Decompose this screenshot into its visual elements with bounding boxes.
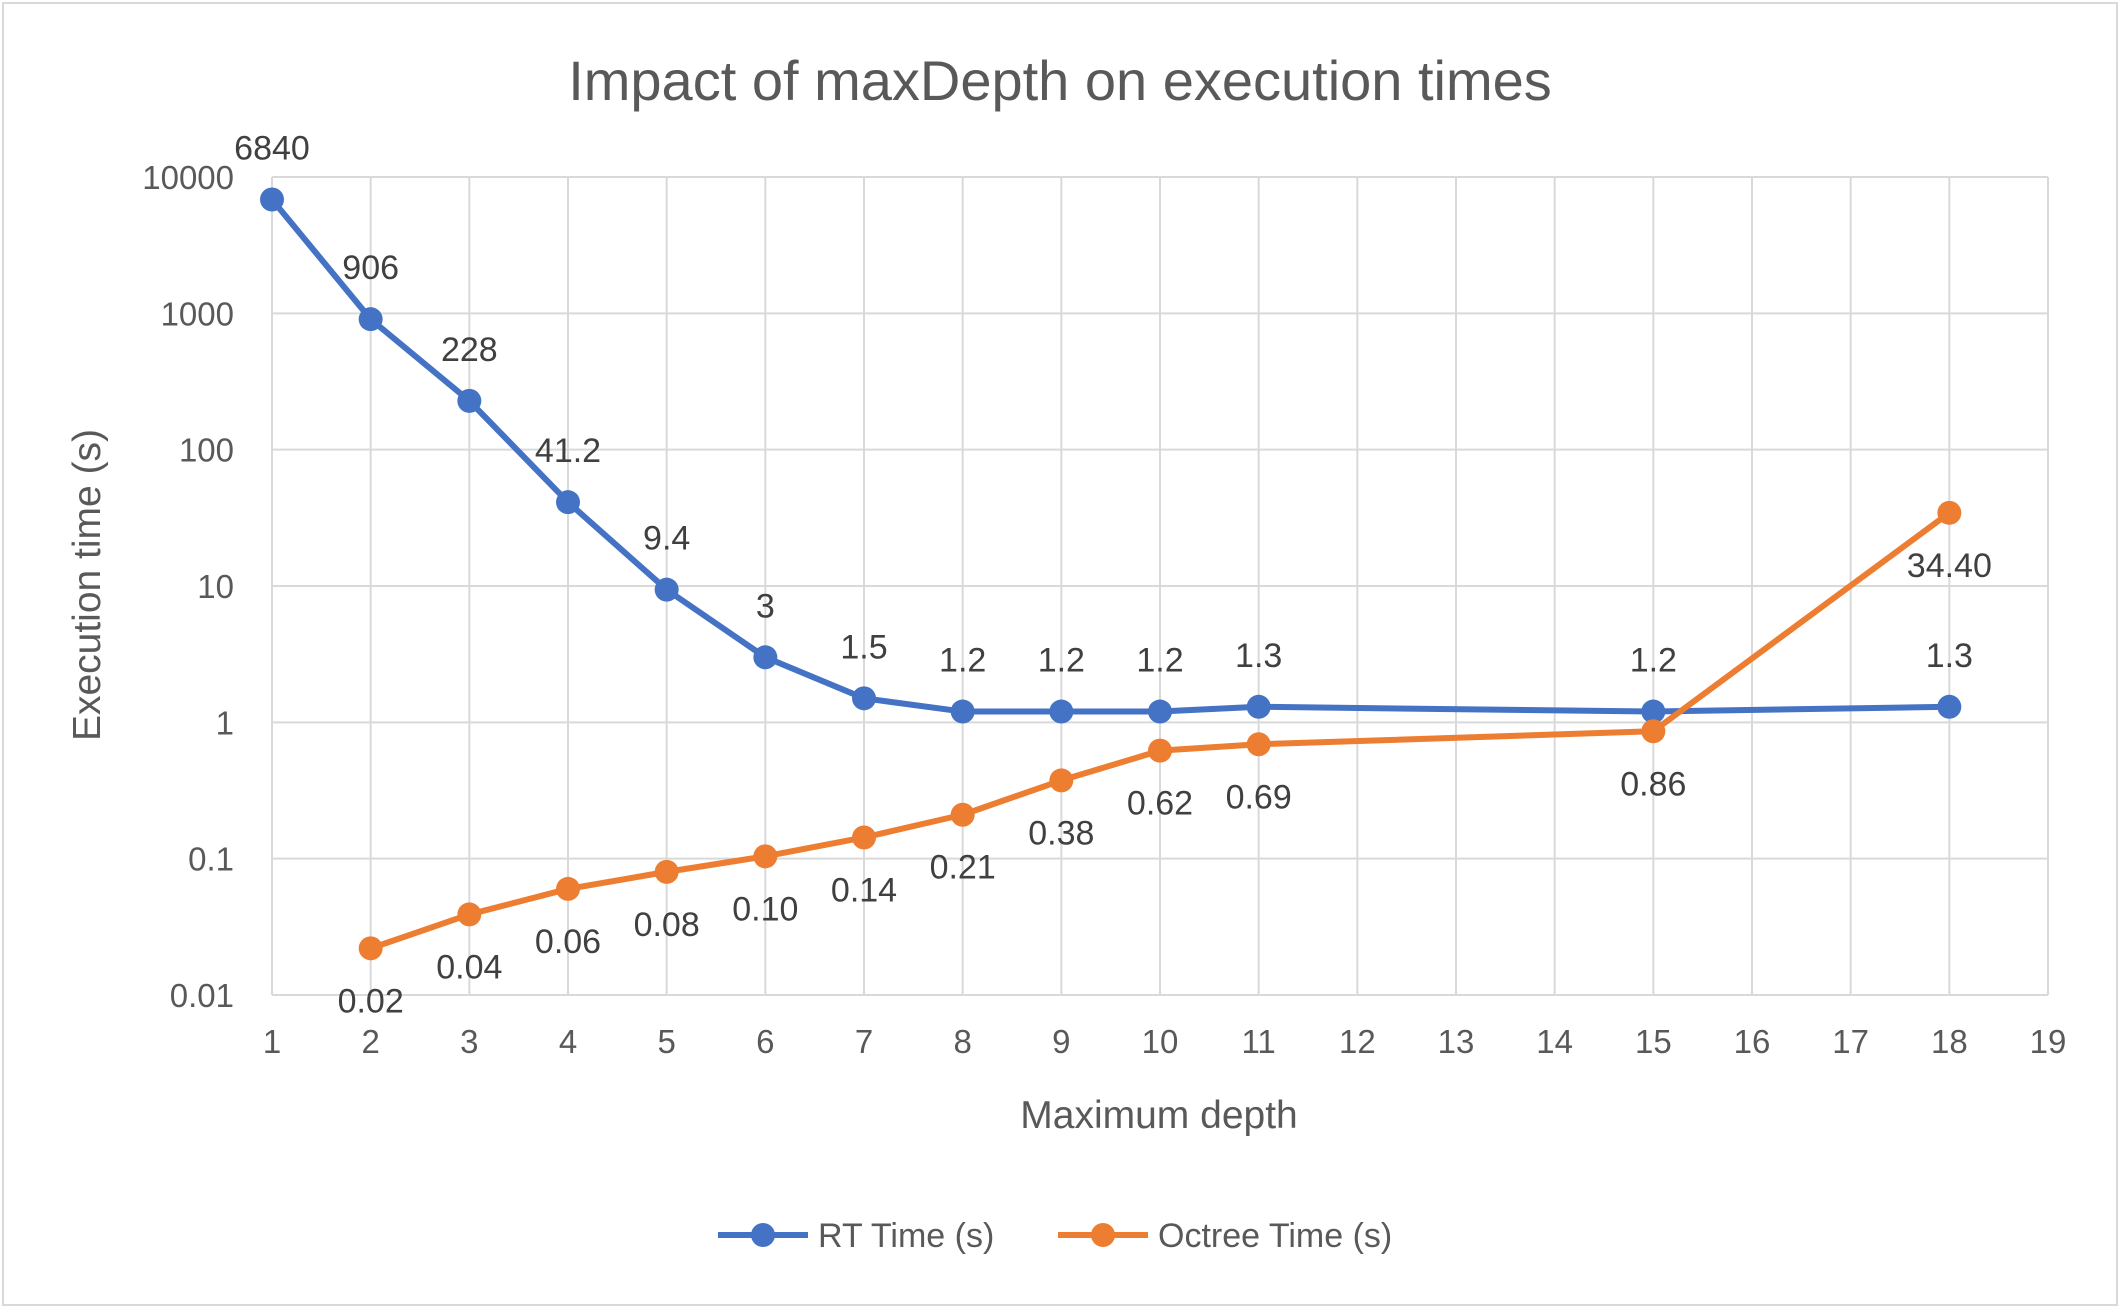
legend-swatch-marker (751, 1223, 775, 1247)
x-tick-label: 16 (1734, 1023, 1771, 1060)
data-point-marker (457, 388, 482, 413)
legend-label: Octree Time (s) (1158, 1217, 1392, 1255)
data-label: 0.14 (831, 871, 897, 909)
data-label: 1.3 (1235, 637, 1282, 675)
data-label: 0.38 (1028, 814, 1094, 852)
data-point-marker (1246, 732, 1271, 757)
data-point-marker (1937, 500, 1962, 525)
data-label: 3 (756, 587, 775, 625)
data-label: 34.40 (1907, 547, 1992, 585)
legend: RT Time (s) Octree Time (s) (718, 1217, 1392, 1255)
data-point-marker (1641, 719, 1666, 744)
data-label: 9.4 (643, 520, 690, 558)
legend-swatch-marker (1091, 1223, 1115, 1247)
x-tick-label: 6 (756, 1023, 774, 1060)
x-tick-label: 15 (1635, 1023, 1672, 1060)
y-tick-label: 1 (216, 704, 234, 741)
data-point-marker (1148, 738, 1172, 763)
x-tick-label: 5 (657, 1023, 675, 1060)
y-tick-label: 1000 (161, 295, 234, 332)
data-label: 0.10 (732, 890, 798, 928)
data-point-marker (753, 844, 778, 869)
data-label: 1.2 (1630, 642, 1677, 680)
x-tick-label: 9 (1052, 1023, 1070, 1060)
series-layer (260, 187, 1962, 961)
data-point-marker (654, 859, 679, 884)
data-label: 1.2 (1038, 642, 1085, 680)
x-tick-label: 3 (460, 1023, 478, 1060)
data-label: 1.3 (1926, 637, 1973, 675)
y-tick-label: 10000 (142, 159, 234, 196)
x-tick-label: 13 (1438, 1023, 1475, 1060)
data-point-marker (753, 645, 778, 670)
data-label: 228 (441, 331, 498, 369)
data-point-marker (852, 825, 876, 850)
y-tick-label: 100 (179, 432, 234, 469)
axes: 1 2 3 4 5 6 7 8 9 10 11 12 13 14 15 16 17 18 190.010.11101… (142, 159, 2066, 1060)
x-tick-label: 10 (1142, 1023, 1179, 1060)
x-tick-label: 19 (2030, 1023, 2067, 1060)
data-point-marker (852, 686, 876, 711)
data-point-marker (1937, 694, 1962, 719)
data-point-marker (260, 187, 284, 212)
data-label: 0.08 (634, 906, 700, 944)
y-tick-label: 10 (197, 568, 234, 605)
x-tick-label: 12 (1339, 1023, 1376, 1060)
x-tick-label: 7 (855, 1023, 873, 1060)
data-label: 0.69 (1226, 778, 1292, 816)
data-point-marker (1148, 699, 1172, 724)
data-point-marker (556, 876, 580, 901)
data-point-marker (457, 902, 482, 927)
x-tick-label: 11 (1242, 1023, 1276, 1060)
data-label: 0.86 (1620, 765, 1686, 803)
data-label: 1.5 (840, 628, 887, 666)
data-label: 0.04 (436, 948, 502, 986)
y-tick-label: 0.01 (170, 977, 234, 1014)
data-label: 0.06 (535, 923, 601, 961)
data-point-marker (556, 490, 580, 515)
data-label: 1.2 (939, 642, 986, 680)
data-label: 41.2 (535, 432, 601, 470)
data-label: 6840 (234, 129, 310, 167)
series-line-0 (269, 197, 1950, 715)
data-label: 0.21 (930, 849, 996, 887)
data-point-marker (1641, 699, 1666, 724)
data-point-marker (1049, 768, 1074, 793)
grid-lines (271, 176, 2049, 996)
data-point-marker (358, 936, 383, 961)
x-tick-label: 1 (263, 1023, 281, 1060)
data-point-marker (654, 577, 679, 602)
data-point-marker (950, 802, 975, 827)
data-label: 906 (342, 249, 399, 287)
y-tick-label: 0.1 (188, 841, 234, 878)
data-point-marker (358, 307, 383, 332)
data-point-marker (950, 699, 975, 724)
x-tick-label: 2 (361, 1023, 379, 1060)
y-axis-title: Execution time (s) (66, 429, 109, 741)
x-tick-label: 4 (559, 1023, 577, 1060)
data-point-marker (1246, 694, 1271, 719)
data-label: 0.02 (338, 982, 404, 1020)
legend-label: RT Time (s) (818, 1217, 994, 1255)
x-tick-label: 18 (1931, 1023, 1968, 1060)
chart-title: Impact of maxDepth on execution times (568, 49, 1552, 112)
series-line-1 (369, 510, 1952, 952)
x-tick-label: 14 (1536, 1023, 1573, 1060)
x-axis-title: Maximum depth (1020, 1094, 1297, 1137)
data-label: 1.2 (1136, 642, 1183, 680)
data-point-marker (1049, 699, 1074, 724)
data-labels: 6840 906 228 41.2 9.4 3 1.5 1.2 1.2 1.2 1.3 1.2 1.3 0… (234, 129, 1992, 1020)
data-label: 0.62 (1127, 785, 1193, 823)
x-tick-label: 8 (953, 1023, 971, 1060)
x-tick-label: 17 (1832, 1023, 1869, 1060)
